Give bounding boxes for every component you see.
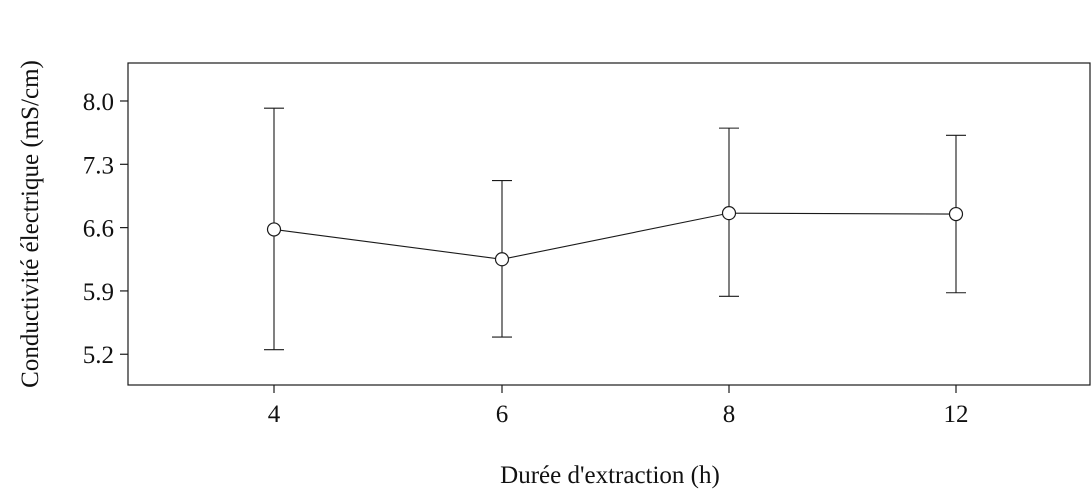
y-tick-label-2: 6.6 [83,216,114,243]
y-axis-title: Conductivité électrique (mS/cm) [17,60,44,388]
plot-frame [127,62,1091,386]
data-point-3 [948,206,964,222]
y-tick-label-0: 5.2 [83,342,114,369]
y-axis: 5.2 5.9 6.6 7.3 8.0 [83,89,128,369]
x-axis: 4 6 8 12 [268,385,969,428]
x-tick-label-3: 12 [944,401,969,428]
x-tick-label-1: 6 [496,401,509,428]
y-tick-label-1: 5.9 [83,279,114,306]
data-point-1 [494,252,510,267]
y-tick-label-4: 8.0 [83,89,114,116]
x-tick-label-2: 8 [723,401,736,428]
x-axis-title: Durée d'extraction (h) [500,462,720,489]
data-point-0 [266,222,282,237]
data-point-2 [721,206,737,221]
series-line [273,212,957,260]
series-group [264,107,966,351]
y-tick-label-3: 7.3 [83,152,114,179]
x-tick-label-0: 4 [268,401,281,428]
